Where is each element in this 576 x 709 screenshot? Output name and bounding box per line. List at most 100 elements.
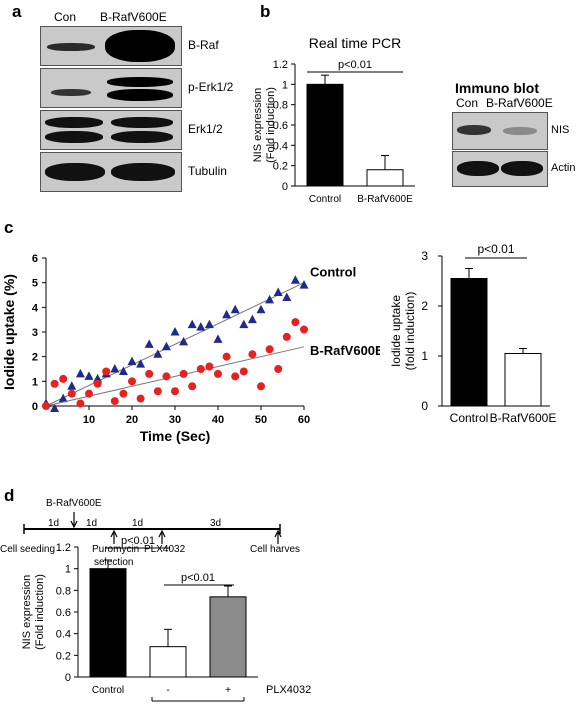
data-point-brafv600e [85, 389, 93, 398]
data-point-brafv600e [110, 397, 119, 406]
significance-label: p<0.01 [121, 535, 155, 547]
data-point-control [247, 314, 257, 324]
panel-b-lane-con: Con [456, 96, 479, 110]
y-tick-label: 1 [421, 349, 428, 363]
timeline-event-plx: PLX4032 [144, 544, 186, 555]
y-tick-label: 1 [282, 79, 288, 91]
data-point-brafv600e [282, 332, 291, 341]
row-label-nis: NIS [551, 124, 570, 136]
timeline-arrow-puromycin [110, 529, 118, 544]
y-tick-label: 1 [65, 564, 71, 576]
blot-tubulin [40, 152, 182, 192]
band-perk-mut-1 [107, 77, 173, 87]
band-erk-con-2 [45, 131, 103, 143]
band-erk-con-1 [45, 117, 103, 128]
band-braf-mut [105, 30, 175, 62]
data-point-control [75, 368, 85, 378]
data-point-brafv600e [136, 394, 145, 403]
bar [209, 596, 247, 678]
row-label-erk: Erk1/2 [188, 122, 223, 136]
data-point-brafv600e [102, 367, 111, 376]
data-point-control [93, 373, 103, 383]
band-tub-con [45, 163, 105, 181]
y-tick-label: 0.6 [273, 120, 288, 132]
y-tick-label: 0 [282, 181, 288, 193]
data-point-control [239, 319, 249, 329]
y-tick-label: 4 [32, 302, 39, 314]
y-tick-label: 2 [421, 299, 428, 313]
data-point-control [299, 280, 309, 289]
blot-actin [452, 151, 548, 187]
data-point-control [179, 336, 189, 346]
band-actin-mut [501, 161, 543, 176]
timeline-arrow-plx [158, 529, 166, 544]
panel-a-lane-con: Con [54, 10, 77, 24]
x-tick-label: 50 [255, 414, 267, 426]
timeline-interval-2: 1d [86, 518, 97, 529]
timeline-event-braf: B-RafV600E [46, 498, 102, 509]
panel-a-lane-braf: B-RafV600E [100, 10, 167, 24]
data-point-brafv600e [214, 369, 222, 378]
timeline-event-selection: selection [94, 557, 133, 568]
y-tick-label: 0.2 [273, 161, 288, 173]
timeline-event-seeding: Cell seeding [0, 544, 55, 555]
data-point-control [213, 334, 223, 343]
data-point-control [153, 349, 163, 358]
data-point-control [290, 275, 300, 284]
data-point-control [84, 371, 94, 380]
y-tick-label: 1.2 [56, 542, 71, 554]
data-point-brafv600e [257, 382, 265, 391]
panel-b-lane-braf: B-RafV600E [486, 96, 553, 110]
timeline-arrow-braf [70, 512, 78, 529]
timeline-event-harvest: Cell harvest [250, 544, 300, 555]
band-tub-mut [111, 163, 175, 181]
bar [306, 83, 344, 187]
x-tick-label: 10 [83, 414, 95, 426]
bar [366, 169, 404, 187]
x-tick-label: 60 [298, 414, 310, 426]
series-label: B-RafV600E [310, 343, 380, 358]
row-label-actin: Actin [551, 162, 576, 174]
y-tick-label: 0.6 [56, 607, 71, 619]
band-nis-con [457, 125, 491, 135]
data-point-brafv600e [291, 318, 300, 327]
y-tick-label: 5 [32, 278, 38, 290]
y-tick-label: 0.4 [56, 629, 71, 641]
blot-b-raf [40, 26, 182, 66]
data-point-control [222, 309, 232, 319]
blot-erk [40, 110, 182, 150]
data-point-control [110, 364, 120, 373]
y-axis-label: (Fold induction) [34, 574, 46, 650]
x-category-label: Control [92, 685, 124, 696]
data-point-brafv600e [239, 367, 248, 376]
y-axis-label: (fold induction) [403, 292, 417, 371]
y-tick-label: 0.8 [56, 585, 71, 597]
y-tick-label: 0 [65, 672, 71, 684]
x-tick-label: 20 [126, 414, 138, 426]
chart-c-iodide-bar: 0 1 2 3 Iodide uptake (fold induction) Control… [389, 242, 556, 425]
panel-d-label: d [4, 486, 15, 505]
data-point-brafv600e [196, 365, 205, 373]
trend-line [45, 282, 305, 407]
timeline-d: B-RafV600E 1d 1d 1d 3d Cell seeding Puro… [0, 498, 300, 568]
data-point-brafv600e [76, 399, 85, 408]
panel-c-label: c [4, 218, 14, 237]
y-tick-label: 6 [32, 253, 38, 265]
data-point-brafv600e [274, 365, 283, 373]
y-tick-label: 0 [421, 399, 428, 413]
x-tick-label: 30 [169, 414, 181, 426]
data-point-control [118, 366, 128, 375]
data-point-control [256, 304, 266, 314]
row-label-b-raf: B-Raf [188, 38, 219, 52]
bar [149, 646, 187, 678]
significance-label: p<0.01 [181, 572, 215, 584]
panel-b-label: b [260, 2, 271, 21]
band-braf-con [47, 43, 95, 51]
y-axis-label: NIS expression [21, 575, 33, 650]
timeline-event-puromycin: Puromycin [92, 544, 139, 555]
data-point-control [187, 319, 197, 329]
chart-b-real-time-pcr: Real time PCR 0 0.2 0.4 0.6 0.8 1 1.2 NIS expres… [252, 35, 415, 205]
y-tick-label: 3 [421, 249, 428, 263]
x-category-label: - [166, 685, 169, 696]
data-point-control [127, 356, 137, 366]
